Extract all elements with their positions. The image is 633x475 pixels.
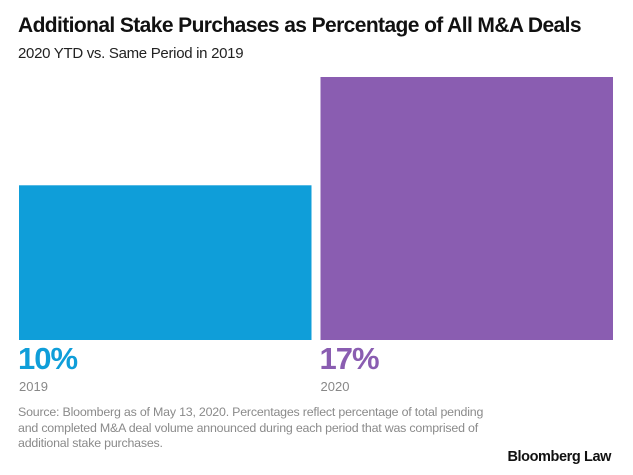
chart-title: Additional Stake Purchases as Percentage… bbox=[18, 14, 582, 37]
category-label-2019: 2019 bbox=[19, 379, 48, 394]
category-label-2020: 2020 bbox=[321, 379, 350, 394]
bar-2020 bbox=[320, 77, 613, 340]
brand-logo: Bloomberg Law bbox=[507, 449, 611, 465]
bar-2019 bbox=[19, 185, 312, 340]
source-note: Source: Bloomberg as of May 13, 2020. Pe… bbox=[18, 405, 484, 450]
chart-subtitle: 2020 YTD vs. Same Period in 2019 bbox=[18, 45, 244, 62]
value-label-2020: 17% bbox=[320, 341, 379, 376]
value-label-2019: 10% bbox=[18, 341, 77, 376]
